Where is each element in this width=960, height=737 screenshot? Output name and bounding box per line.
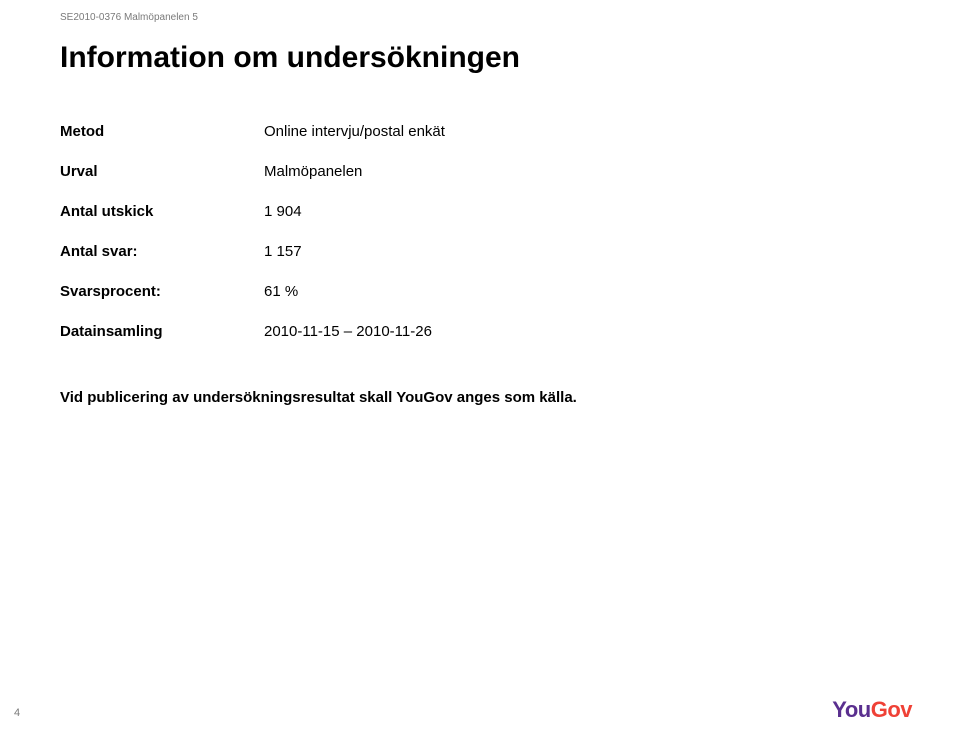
row-value: 1 157 [264,243,900,261]
row-value: 1 904 [264,203,900,221]
row-label: Antal utskick [60,203,240,221]
row-value: Malmöpanelen [264,163,900,181]
document-page: SE2010-0376 Malmöpanelen 5 Information o… [0,0,960,737]
row-value: Online intervju/postal enkät [264,123,900,141]
row-label: Svarsprocent: [60,283,240,301]
row-label: Urval [60,163,240,181]
page-title: Information om undersökningen [60,41,900,75]
document-header: SE2010-0376 Malmöpanelen 5 [60,12,900,23]
info-table: Metod Online intervju/postal enkät Urval… [60,123,900,341]
row-value: 2010-11-15 – 2010-11-26 [264,323,900,341]
footnote-text: Vid publicering av undersökningsresultat… [60,389,900,406]
yougov-logo: YouGov [832,697,912,723]
row-label: Datainsamling [60,323,240,341]
logo-part-1: You [832,697,870,722]
row-label: Metod [60,123,240,141]
row-value: 61 % [264,283,900,301]
logo-part-2: Gov [871,697,912,722]
row-label: Antal svar: [60,243,240,261]
page-number: 4 [14,707,20,719]
